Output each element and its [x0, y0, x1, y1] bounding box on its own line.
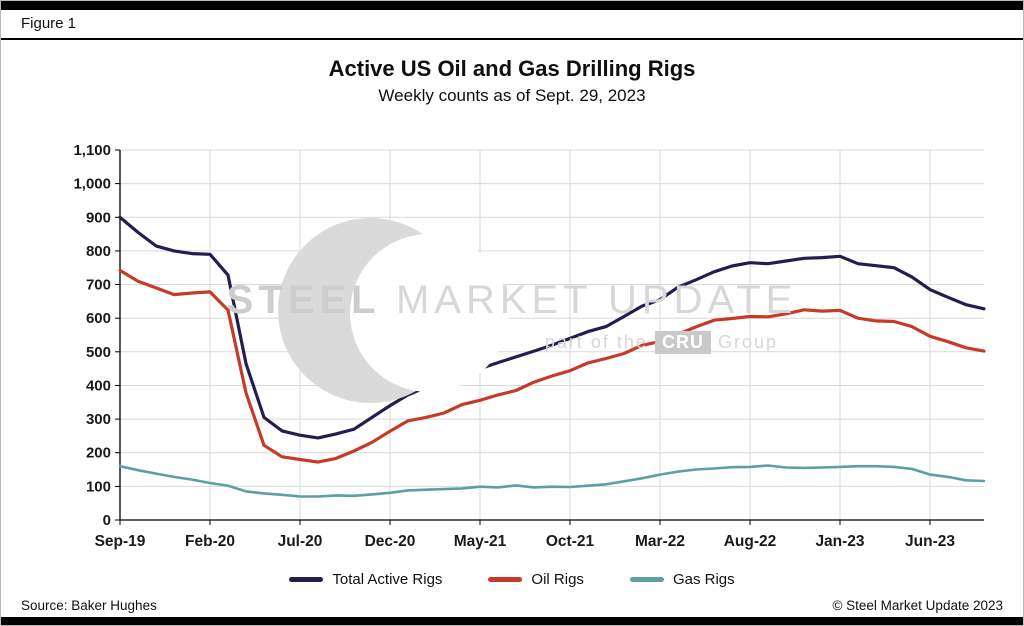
legend-label: Oil Rigs [531, 571, 584, 588]
svg-text:100: 100 [86, 478, 111, 495]
svg-text:Mar-22: Mar-22 [635, 533, 685, 550]
svg-text:1,100: 1,100 [73, 142, 111, 159]
footer: Source: Baker Hughes © Steel Market Upda… [1, 598, 1023, 613]
legend-line-swatch [629, 577, 664, 582]
chart-svg: 0 100 200 300 400 500 600 700 800 900 1,000 1,100 Se… [73, 142, 986, 550]
svg-text:900: 900 [86, 209, 111, 226]
svg-text:700: 700 [86, 277, 111, 294]
figure-label: Figure 1 [1, 10, 1023, 40]
source-credit: Source: Baker Hughes [21, 598, 157, 613]
legend: Total Active Rigs Oil Rigs Gas Rigs [20, 571, 1004, 588]
svg-text:Dec-20: Dec-20 [365, 533, 416, 550]
svg-text:500: 500 [86, 344, 111, 361]
chart-area: STEEL MARKET UPDATE part of the CRU Grou… [20, 118, 1004, 588]
chart-title: Active US Oil and Gas Drilling Rigs [328, 56, 696, 81]
svg-text:400: 400 [86, 378, 111, 395]
svg-text:1,000: 1,000 [73, 176, 111, 193]
legend-item: Total Active Rigs [289, 571, 442, 588]
legend-line-swatch [289, 577, 324, 582]
svg-text:Jul-20: Jul-20 [278, 533, 323, 550]
legend-item: Gas Rigs [629, 571, 735, 588]
svg-text:300: 300 [86, 411, 111, 428]
chart-canvas: 0 100 200 300 400 500 600 700 800 900 1,000 1,100 Se… [20, 118, 1004, 563]
svg-text:0: 0 [103, 512, 111, 529]
copyright-notice: © Steel Market Update 2023 [832, 598, 1003, 613]
legend-label: Gas Rigs [672, 571, 735, 588]
legend-line-swatch [488, 577, 523, 582]
svg-text:Jun-23: Jun-23 [905, 533, 955, 550]
svg-text:Jan-23: Jan-23 [815, 533, 864, 550]
chart-subtitle: Weekly counts as of Sept. 29, 2023 [378, 86, 646, 105]
svg-text:Feb-20: Feb-20 [185, 533, 235, 550]
svg-text:Oct-21: Oct-21 [546, 533, 595, 550]
svg-text:200: 200 [86, 445, 111, 462]
legend-label: Total Active Rigs [332, 571, 443, 588]
svg-text:600: 600 [86, 310, 111, 327]
svg-text:Aug-22: Aug-22 [724, 533, 777, 550]
legend-item: Oil Rigs [488, 571, 584, 588]
svg-text:800: 800 [86, 243, 111, 260]
svg-text:May-21: May-21 [454, 533, 507, 550]
bottom-border-bar [1, 617, 1023, 625]
top-border-bar [1, 1, 1023, 10]
svg-text:Sep-19: Sep-19 [95, 533, 146, 550]
